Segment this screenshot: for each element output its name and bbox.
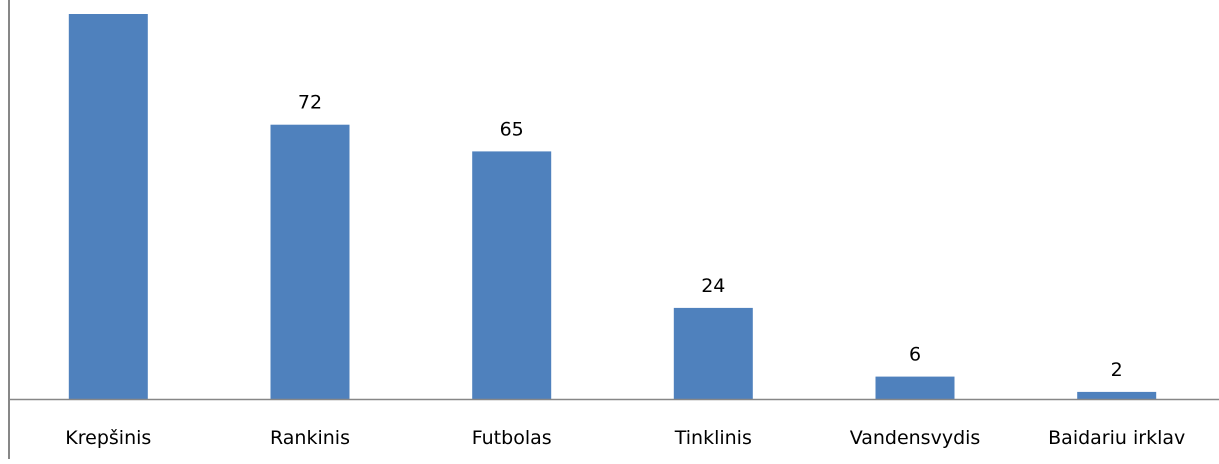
x-tick-label-rankinis: Rankinis: [270, 427, 350, 449]
data-labels-group: 72 65 24 6 2: [298, 92, 1123, 381]
x-tick-label-futbolas: Futbolas: [472, 427, 552, 449]
x-tick-label-vandensvydis: Vandensvydis: [850, 427, 981, 449]
x-tick-label-baidariu-irklav: Baidariu irklav: [1048, 427, 1185, 449]
bar-vandensvydis: [875, 376, 955, 400]
data-label-tinklinis: 24: [701, 275, 725, 297]
data-label-rankinis: 72: [298, 92, 322, 114]
bars-group: [68, 14, 1157, 400]
bar-baidariu-irklav: [1077, 391, 1157, 400]
data-label-baidariu-irklav: 2: [1111, 359, 1123, 381]
x-tick-label-krepsinis: Krepšinis: [65, 427, 151, 449]
x-tick-label-tinklinis: Tinklinis: [674, 427, 752, 449]
data-label-vandensvydis: 6: [909, 344, 921, 366]
bar-krepsinis: [68, 14, 148, 400]
bar-futbolas: [472, 151, 552, 400]
bar-rankinis: [270, 124, 350, 400]
data-label-futbolas: 65: [500, 118, 524, 140]
bar-tinklinis: [673, 307, 753, 400]
x-tick-labels-group: Krepšinis Rankinis Futbolas Tinklinis Vanden…: [65, 427, 1185, 449]
